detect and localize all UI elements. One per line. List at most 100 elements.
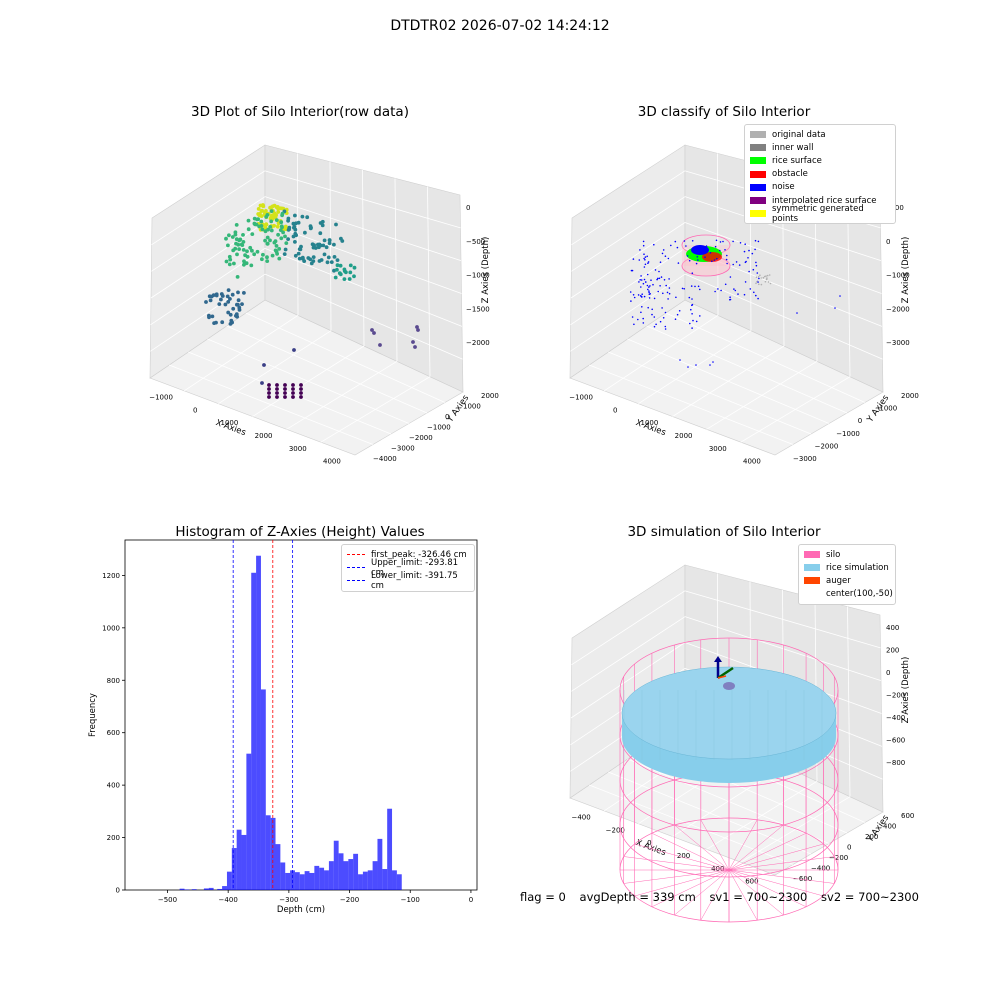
raw-point <box>372 331 376 335</box>
p1-ytick: −4000 <box>373 455 397 463</box>
raw-point <box>269 228 274 233</box>
noise-point <box>643 295 646 298</box>
legend-label: rice simulation <box>826 562 889 573</box>
noise-point <box>737 293 739 295</box>
raw-point <box>207 315 211 320</box>
raw-point <box>275 251 279 256</box>
x-tick-label: −100 <box>401 896 420 904</box>
noise-point <box>632 258 635 260</box>
p4-xtick: 200 <box>677 852 690 860</box>
raw-point <box>283 391 287 395</box>
silo-floor-spoke <box>674 869 730 916</box>
p1-ztick: −2000 <box>466 339 490 347</box>
y-tick-label: 400 <box>107 782 120 790</box>
p1-grid <box>150 222 266 299</box>
x-tick-label: −300 <box>279 896 298 904</box>
raw-point <box>292 224 297 229</box>
raw-point <box>224 259 229 264</box>
noise-point <box>668 292 671 295</box>
legend-label: rice surface <box>772 155 822 166</box>
histogram-bar <box>179 888 185 890</box>
p4-xtick: 600 <box>745 878 758 886</box>
noise-point <box>641 296 643 298</box>
legend-label: first_peak: -326.46 cm <box>371 549 467 560</box>
x-tick-label: −400 <box>219 896 238 904</box>
raw-point <box>318 231 323 236</box>
histogram-bar <box>343 861 349 890</box>
raw-point <box>327 241 332 246</box>
y-tick-label: 0 <box>116 887 120 895</box>
raw-point <box>255 249 260 254</box>
raw-point <box>234 313 238 318</box>
noise-point <box>839 295 841 297</box>
noise-point <box>734 289 737 292</box>
histogram-bar <box>353 853 359 890</box>
noise-point <box>657 277 659 280</box>
noise-point <box>675 296 677 299</box>
raw-point <box>280 213 284 218</box>
original-point <box>759 274 761 277</box>
noise-point <box>692 248 694 251</box>
noise-point <box>739 242 742 244</box>
raw-point <box>299 387 303 391</box>
original-point <box>763 275 766 278</box>
noise-point <box>642 282 645 285</box>
p1-xtick: 1000 <box>221 419 239 427</box>
p2-grid <box>589 364 794 445</box>
raw-point <box>342 277 347 281</box>
legend-entry: rice surface <box>750 154 890 167</box>
p4-grid <box>571 616 686 692</box>
raw-point <box>287 225 292 230</box>
p2-xtick: 3000 <box>709 445 727 453</box>
noise-point <box>658 270 660 273</box>
silo-floor-spoke <box>728 856 835 871</box>
raw-point <box>241 233 245 237</box>
raw-point <box>286 237 290 242</box>
rice-top <box>621 666 837 760</box>
original-point <box>755 276 758 279</box>
raw-point <box>227 262 232 267</box>
raw-point <box>335 267 339 272</box>
raw-point <box>332 268 336 273</box>
noise-point <box>640 286 642 288</box>
noise-point <box>834 307 836 309</box>
p1-xtick: 0 <box>193 406 197 414</box>
raw-point <box>347 277 352 281</box>
raw-point <box>240 302 244 306</box>
raw-point <box>322 238 327 243</box>
histogram-bar <box>304 871 310 890</box>
legend-swatch <box>750 197 766 205</box>
legend-swatch <box>750 170 766 178</box>
raw-point <box>286 218 290 223</box>
noise-point <box>642 317 644 320</box>
raw-point <box>338 263 343 268</box>
histogram-bar <box>387 808 393 890</box>
raw-point <box>348 270 353 275</box>
legend-entry: noise <box>750 181 890 194</box>
raw-point <box>327 238 332 242</box>
noise-point <box>755 264 758 267</box>
histogram-bar <box>309 872 315 890</box>
noise-point <box>691 303 694 306</box>
noise-point <box>632 294 635 296</box>
raw-point <box>220 294 225 298</box>
y-tick-label: 1200 <box>102 572 120 580</box>
raw-point <box>312 243 316 248</box>
p2-ztick: −3000 <box>886 339 910 347</box>
noise-point <box>713 259 716 261</box>
noise-point <box>660 276 663 278</box>
raw-point <box>275 395 279 399</box>
histogram-bar <box>265 815 271 890</box>
p1-ytick: −3000 <box>391 445 415 453</box>
silo-floor-spoke <box>623 856 730 871</box>
noise-point <box>714 245 717 248</box>
sv2-value: sv2 = 700~2300 <box>821 890 919 904</box>
histogram-bar <box>236 829 242 890</box>
noise-point <box>733 288 735 290</box>
noise-point <box>659 320 662 323</box>
noise-point <box>754 239 757 242</box>
noise-point <box>654 269 657 271</box>
histogram-bar <box>348 859 354 890</box>
noise-point <box>665 284 667 287</box>
histogram-bar <box>256 555 261 890</box>
